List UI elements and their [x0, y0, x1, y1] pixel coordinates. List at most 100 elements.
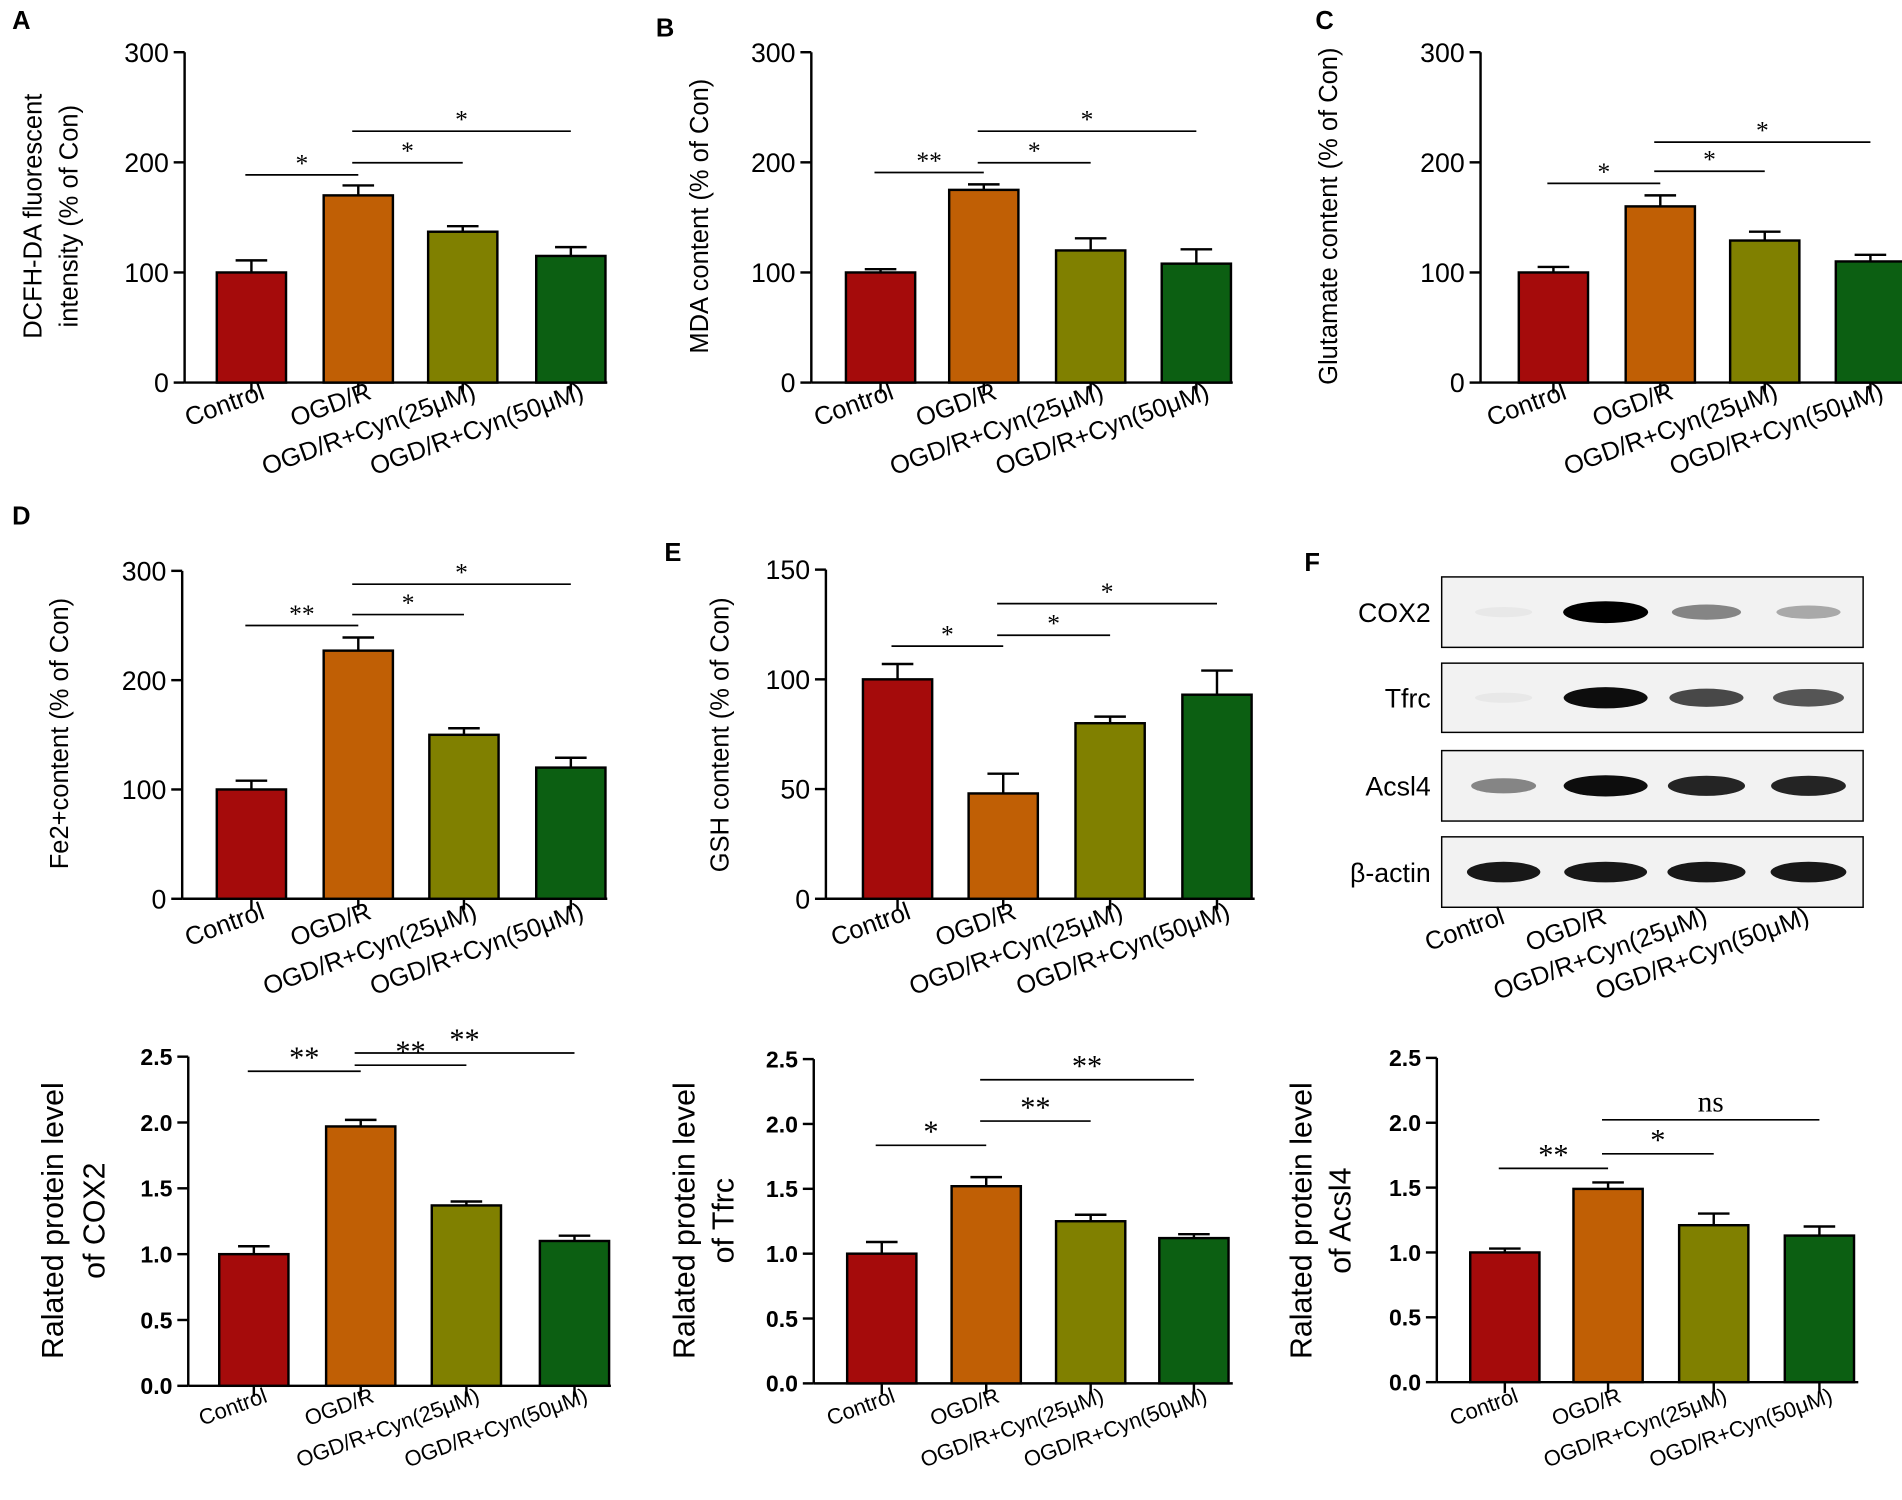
- significance-label: **: [395, 1035, 425, 1069]
- y-tick-label: 0: [154, 368, 169, 398]
- bar-e-1: [861, 678, 934, 900]
- bar-d-4: [535, 766, 607, 900]
- blot-band: [1563, 775, 1648, 797]
- panel-label-a: A: [12, 7, 30, 35]
- significance-label: *: [1081, 105, 1094, 134]
- blot-band: [1773, 688, 1844, 707]
- category-label: OGD/R+Cyn(50μM): [1646, 1383, 1836, 1472]
- y-tick-label: 50: [780, 775, 810, 805]
- blot-band: [1563, 687, 1648, 709]
- blot-band: [1669, 688, 1744, 707]
- bar-g2-1: [845, 1252, 918, 1385]
- category-label: OGD/R+Cyn(50μM): [401, 1383, 591, 1472]
- blot-band: [1776, 605, 1841, 619]
- blot-band: [1466, 861, 1541, 883]
- y-tick-label: 0: [1450, 368, 1465, 398]
- y-axis-label: of Tfrc: [708, 1178, 741, 1263]
- bar-d-2: [322, 649, 395, 900]
- y-tick-label: 1.5: [140, 1176, 172, 1202]
- y-axis-label: GSH content (% of Con): [707, 597, 735, 872]
- bar-g2-2: [950, 1185, 1023, 1385]
- category-label: Control: [823, 1383, 898, 1431]
- y-tick-label: 200: [122, 666, 167, 696]
- bar-g2-3: [1054, 1220, 1127, 1385]
- y-tick-label: 0.0: [1389, 1369, 1421, 1395]
- y-axis-label: Glutamate content (% of Con): [1315, 48, 1343, 385]
- y-axis-label: Ralated protein level: [37, 1082, 70, 1359]
- bar-a-4: [535, 254, 607, 384]
- y-tick-label: 1.5: [1389, 1175, 1421, 1201]
- significance-label: **: [916, 146, 941, 175]
- bar-g3-1: [1469, 1251, 1541, 1384]
- panel-label-d: D: [12, 503, 30, 531]
- category-label: Control: [827, 898, 914, 952]
- significance-label: **: [1020, 1090, 1050, 1124]
- y-tick-label: 0.5: [766, 1306, 798, 1332]
- blot-band: [1771, 775, 1846, 796]
- bar-b-4: [1160, 262, 1233, 384]
- bar-e-3: [1074, 722, 1146, 900]
- y-axis-label: MDA content (% of Con): [686, 79, 714, 354]
- bar-a-3: [426, 230, 499, 384]
- bar-g1-2: [324, 1125, 397, 1388]
- panel-label-b: B: [656, 14, 674, 42]
- y-axis-label: intensity (% of Con): [56, 105, 84, 328]
- y-tick-label: 100: [124, 258, 169, 288]
- blot-row-label: β-actin: [1350, 858, 1431, 888]
- blot-lane-label: Control: [1421, 902, 1508, 956]
- y-tick-label: 2.0: [1389, 1110, 1421, 1136]
- y-tick-label: 300: [124, 38, 169, 68]
- blot-band: [1475, 607, 1533, 618]
- blot-row-tfrc: Tfrc: [1385, 662, 1864, 734]
- significance-label: *: [1756, 115, 1769, 144]
- bar-e-2: [967, 792, 1040, 900]
- blot-row-cox2: COX2: [1358, 576, 1864, 649]
- y-tick-label: 2.5: [1389, 1045, 1421, 1071]
- blot-band: [1671, 604, 1742, 620]
- category-label: OGD/R+Cyn(50μM): [1020, 1383, 1210, 1472]
- bar-g3-3: [1677, 1223, 1750, 1384]
- blot-band: [1564, 861, 1648, 883]
- panel-label-f: F: [1304, 549, 1320, 577]
- significance-label: *: [1028, 136, 1041, 165]
- significance-label: *: [941, 620, 954, 649]
- y-axis-label: Ralated protein level: [1286, 1082, 1319, 1359]
- blot-row-label: Tfrc: [1385, 683, 1431, 713]
- bar-d-3: [428, 733, 500, 900]
- y-tick-label: 200: [751, 148, 796, 178]
- y-tick-label: 100: [1420, 258, 1465, 288]
- blot-band: [1667, 775, 1746, 796]
- bar-a-1: [215, 271, 288, 384]
- significance-label: *: [295, 148, 308, 177]
- blot-band: [1770, 861, 1847, 883]
- significance-label: *: [402, 588, 415, 617]
- bar-g1-1: [218, 1252, 290, 1388]
- panel-label-c: C: [1315, 7, 1333, 35]
- bar-b-3: [1054, 249, 1127, 384]
- y-tick-label: 1.0: [1389, 1240, 1421, 1266]
- y-tick-label: 2.5: [140, 1044, 172, 1070]
- y-tick-label: 0: [795, 884, 810, 914]
- y-tick-label: 100: [766, 665, 811, 695]
- y-tick-label: 300: [122, 556, 167, 586]
- y-tick-label: 0.0: [140, 1373, 172, 1399]
- bar-g1-4: [538, 1239, 611, 1388]
- y-tick-label: 300: [751, 38, 796, 68]
- y-tick-label: 1.0: [140, 1241, 172, 1267]
- bar-b-1: [844, 271, 917, 384]
- blot-band: [1471, 778, 1537, 794]
- significance-label: *: [923, 1115, 938, 1149]
- significance-label: *: [1650, 1123, 1665, 1157]
- bar-b-2: [947, 188, 1020, 384]
- category-label: Control: [1446, 1383, 1521, 1431]
- significance-label: ns: [1698, 1086, 1724, 1118]
- y-tick-label: 100: [122, 775, 167, 805]
- bar-g2-4: [1158, 1236, 1230, 1385]
- y-tick-label: 1.5: [766, 1176, 798, 1202]
- significance-label: *: [1597, 157, 1610, 186]
- y-axis-label: Fe2+content (% of Con): [46, 598, 74, 869]
